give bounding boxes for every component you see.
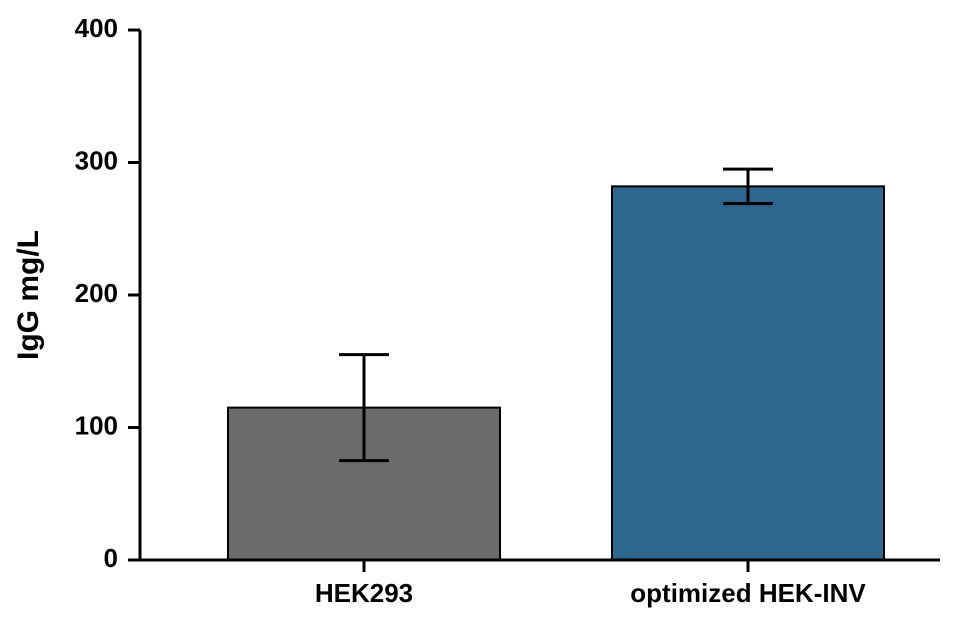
y-tick-label-2: 200	[75, 278, 118, 308]
bar-chart: 0 100 200 300 400 HEK293 optimized HEK-INV IgG …	[0, 0, 974, 630]
y-tick-label-4: 400	[75, 13, 118, 43]
y-tick-label-3: 300	[75, 145, 118, 175]
bar-1	[612, 186, 884, 560]
x-category-label-1: optimized HEK-INV	[630, 578, 866, 608]
chart-svg: 0 100 200 300 400 HEK293 optimized HEK-INV IgG …	[0, 0, 974, 630]
y-tick-label-0: 0	[104, 543, 118, 573]
y-axis-title: IgG mg/L	[12, 230, 45, 360]
y-tick-label-1: 100	[75, 410, 118, 440]
x-category-label-0: HEK293	[315, 578, 413, 608]
